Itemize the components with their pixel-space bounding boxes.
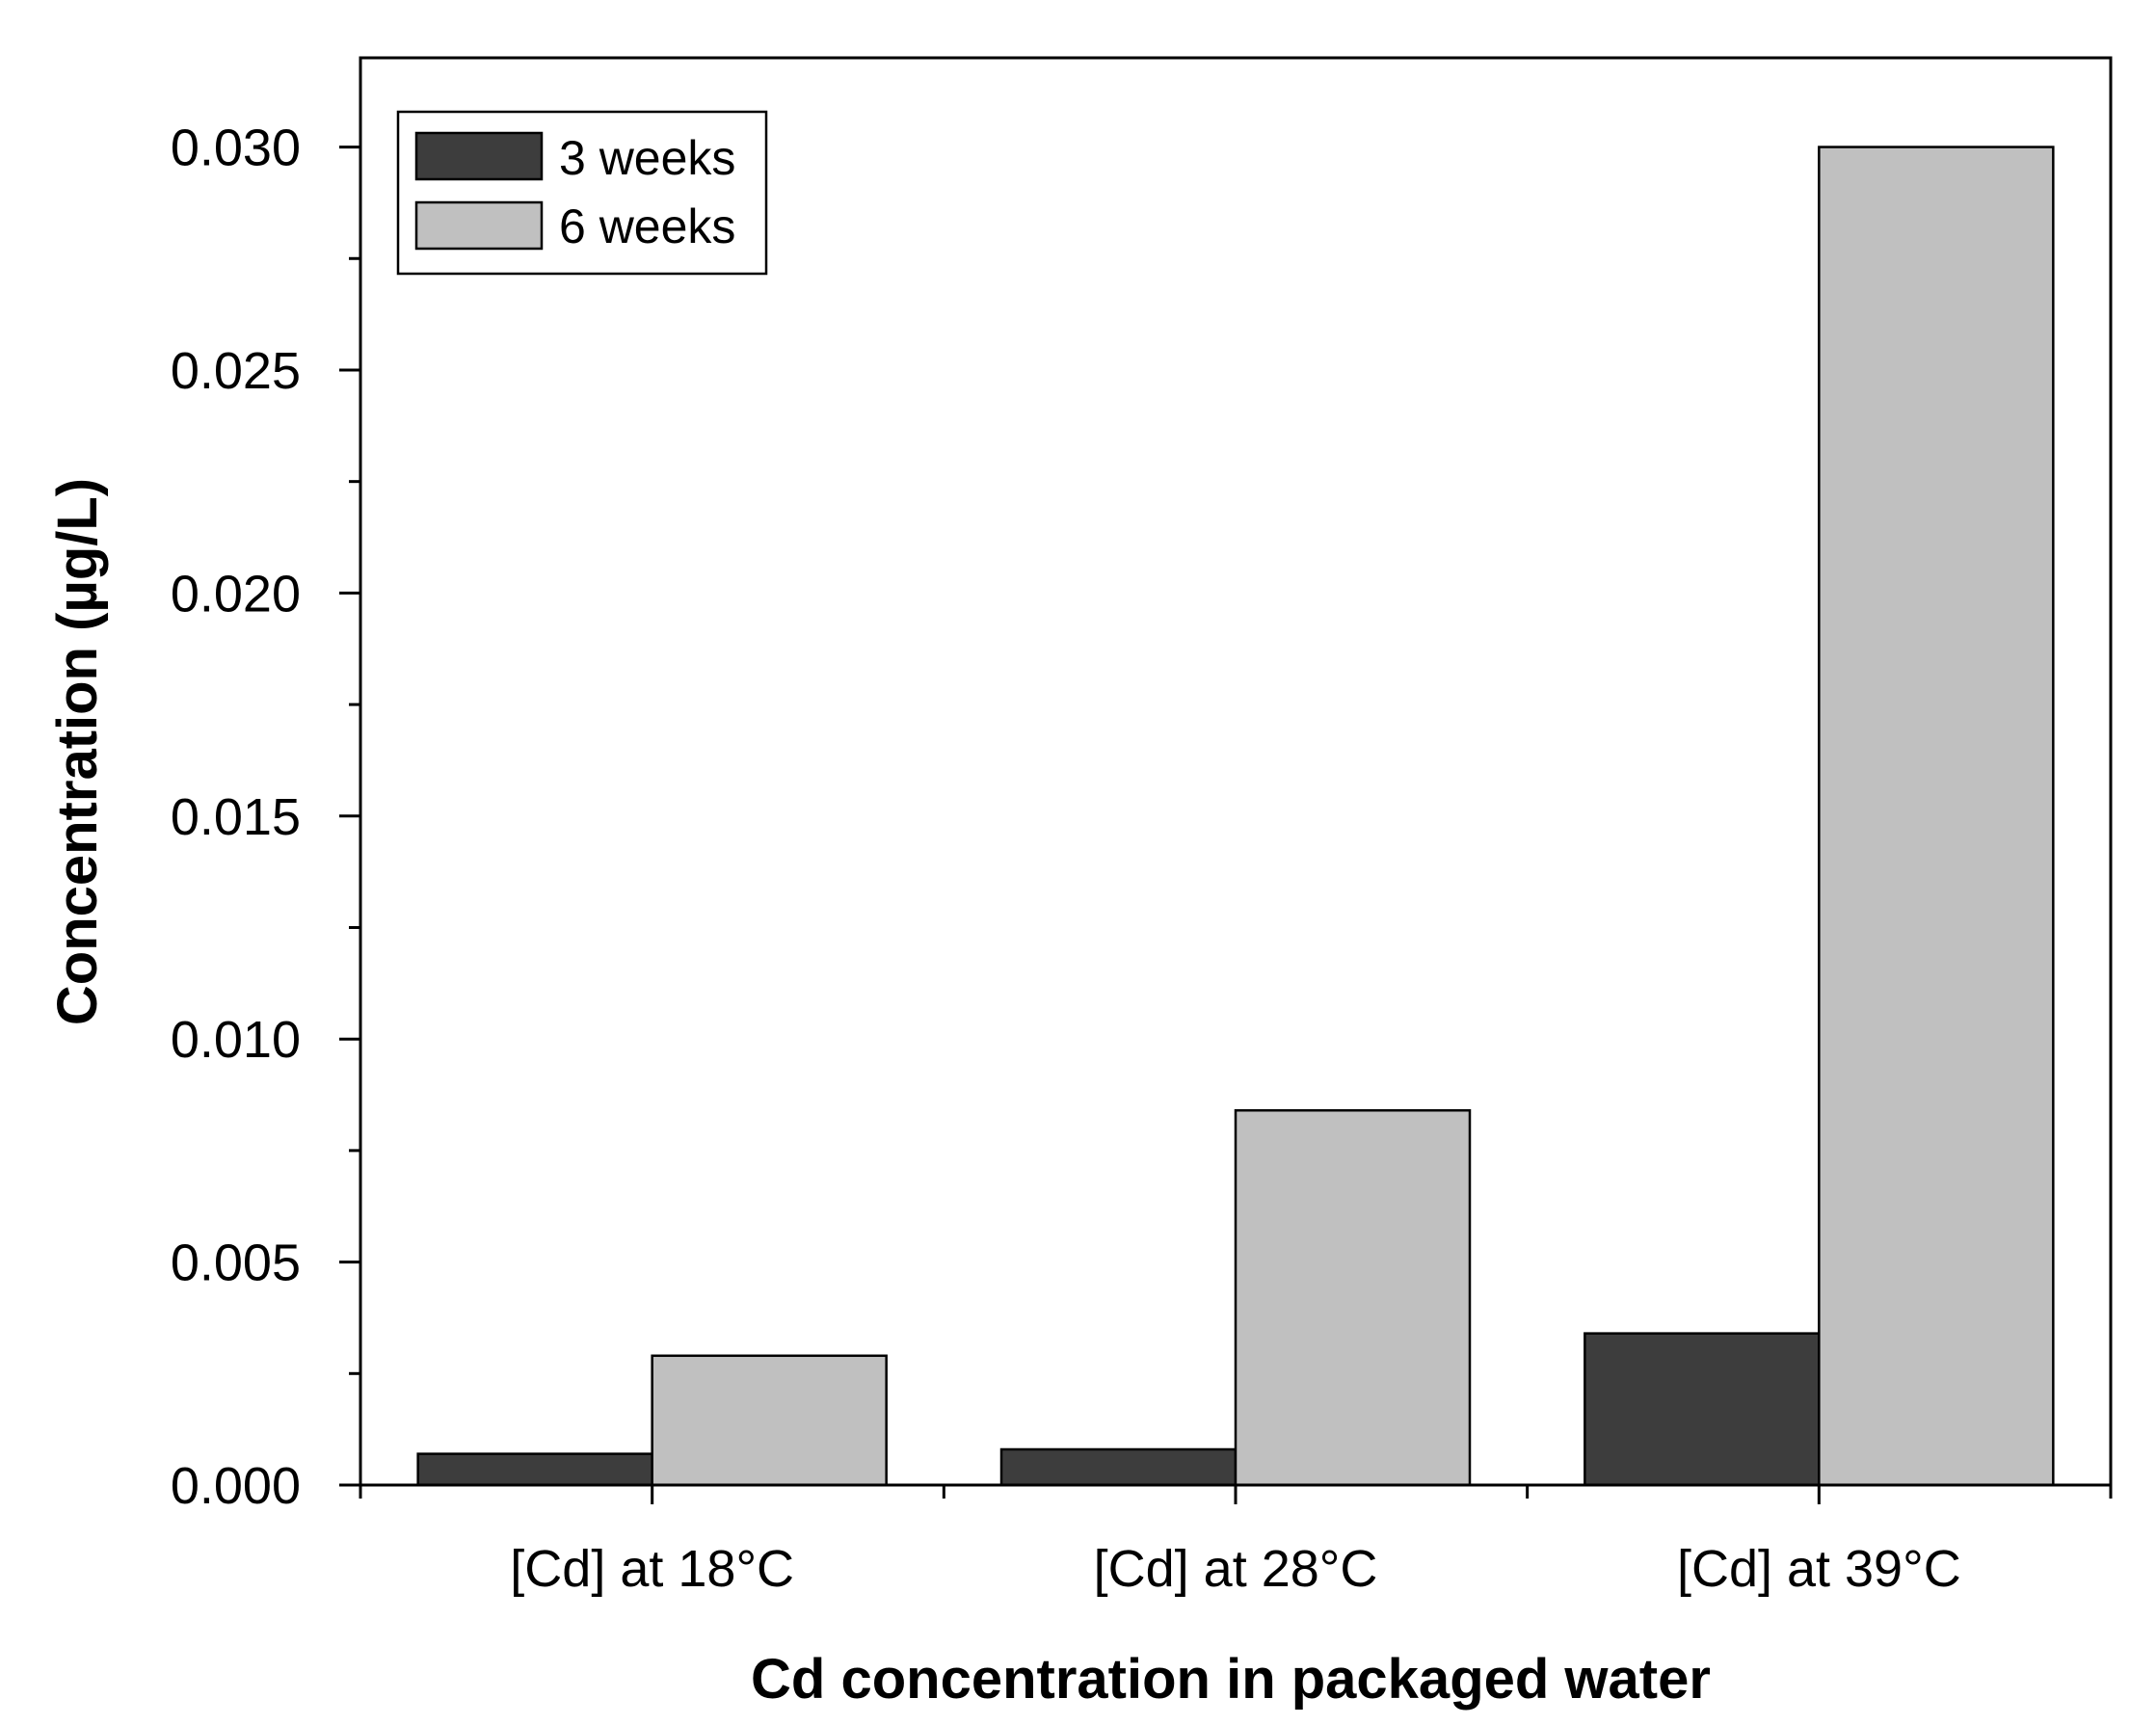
bar-3-weeks-1 (416, 1452, 653, 1487)
y-axis-title: Concentration (µg/L) (46, 478, 109, 1025)
legend-label-6-weeks: 6 weeks (559, 199, 735, 253)
bar-3-weeks-2 (999, 1447, 1238, 1487)
legend-swatch-3-weeks (414, 131, 544, 181)
legend-label-3-weeks: 3 weeks (559, 131, 735, 185)
x-axis-title: Cd concentration in packaged water (751, 1648, 1711, 1711)
bar-6-weeks-2 (1234, 1108, 1472, 1487)
x-tick-label: [Cd] at 28°C (1094, 1540, 1378, 1598)
y-tick-label: 0.000 (171, 1457, 301, 1515)
x-tick-label: [Cd] at 39°C (1677, 1540, 1961, 1598)
bars-layer (416, 146, 2055, 1487)
y-tick-label: 0.030 (171, 119, 301, 177)
legend-swatch-6-weeks (414, 200, 544, 251)
y-axis: 0.000 0.005 0.010 0.015 0.020 0.025 0.030 (171, 119, 360, 1515)
y-tick-label: 0.005 (171, 1234, 301, 1292)
x-tick-label: [Cd] at 18°C (510, 1540, 794, 1598)
legend: 3 weeks 6 weeks (396, 110, 768, 276)
y-tick-label: 0.025 (171, 342, 301, 400)
bar-6-weeks-3 (1818, 146, 2055, 1487)
x-axis: [Cd] at 18°C [Cd] at 28°C [Cd] at 39°C (359, 1485, 2113, 1598)
bar-6-weeks-1 (651, 1354, 888, 1487)
y-tick-label: 0.010 (171, 1011, 301, 1069)
bar-3-weeks-3 (1584, 1332, 1821, 1487)
y-tick-label: 0.015 (171, 788, 301, 846)
y-tick-label: 0.020 (171, 565, 301, 623)
